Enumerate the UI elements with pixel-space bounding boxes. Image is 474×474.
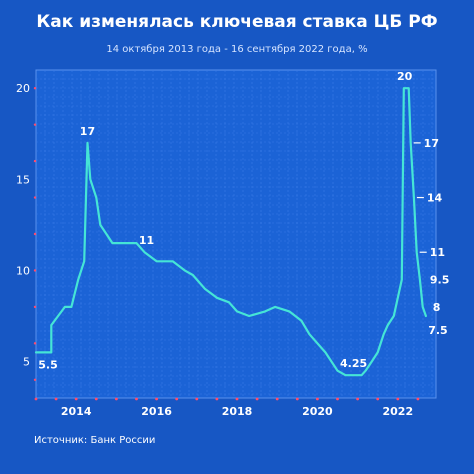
x-tick-marker (275, 397, 279, 401)
x-tick-marker (416, 397, 420, 401)
y-tick-marker (33, 196, 37, 199)
y-tick-marker (33, 123, 37, 126)
data-label: 14 (427, 192, 443, 205)
y-tick-label: 15 (16, 173, 30, 186)
data-label: 9.5 (430, 274, 450, 287)
x-tick-label: 2014 (61, 405, 92, 418)
x-tick-marker (215, 397, 219, 401)
data-label: 17 (80, 125, 95, 138)
y-tick-label: 5 (23, 356, 30, 369)
y-tick-marker (33, 87, 37, 90)
x-tick-label: 2020 (302, 405, 333, 418)
data-label: 17 (424, 137, 439, 150)
x-tick-marker (195, 397, 199, 401)
x-tick-label: 2018 (222, 405, 253, 418)
x-tick-marker (94, 397, 98, 401)
x-tick-marker (175, 397, 179, 401)
data-label: 5.5 (38, 358, 58, 371)
x-tick-marker (295, 397, 299, 401)
x-tick-label: 2016 (141, 405, 172, 418)
data-label: 8 (433, 301, 441, 314)
y-tick-marker (33, 232, 37, 236)
x-tick-marker (316, 397, 319, 401)
x-tick-marker (135, 397, 138, 401)
x-tick-marker (396, 397, 400, 401)
data-label: 11 (139, 234, 154, 247)
x-tick-marker (235, 397, 239, 401)
data-label: 4.25 (340, 357, 367, 370)
chart-subtitle: 14 октября 2013 года - 16 сентября 2022 … (106, 44, 368, 55)
y-tick-marker (33, 269, 37, 272)
y-tick-label: 20 (16, 82, 30, 95)
chart-title: Как изменялась ключевая ставка ЦБ РФ (36, 12, 438, 32)
source-note: Источник: Банк России (34, 435, 156, 446)
x-tick-marker (115, 397, 118, 401)
x-tick-marker (356, 397, 360, 401)
y-tick-marker (33, 305, 37, 309)
x-tick-label: 2022 (382, 405, 413, 418)
y-tick-marker (33, 378, 37, 381)
x-tick-marker (34, 397, 38, 401)
x-tick-marker (336, 397, 339, 401)
y-tick-label: 10 (16, 264, 30, 277)
grid-lines (36, 70, 436, 398)
x-tick-marker (74, 397, 78, 401)
data-label: 11 (430, 246, 445, 259)
data-label: 7.5 (428, 324, 448, 337)
x-tick-marker (376, 397, 380, 401)
y-tick-marker (33, 159, 37, 163)
x-tick-marker (54, 397, 58, 401)
x-tick-marker (155, 397, 159, 401)
x-tick-marker (255, 397, 259, 401)
y-tick-marker (33, 342, 37, 345)
series-line (34, 87, 427, 377)
data-label: 20 (397, 70, 413, 83)
